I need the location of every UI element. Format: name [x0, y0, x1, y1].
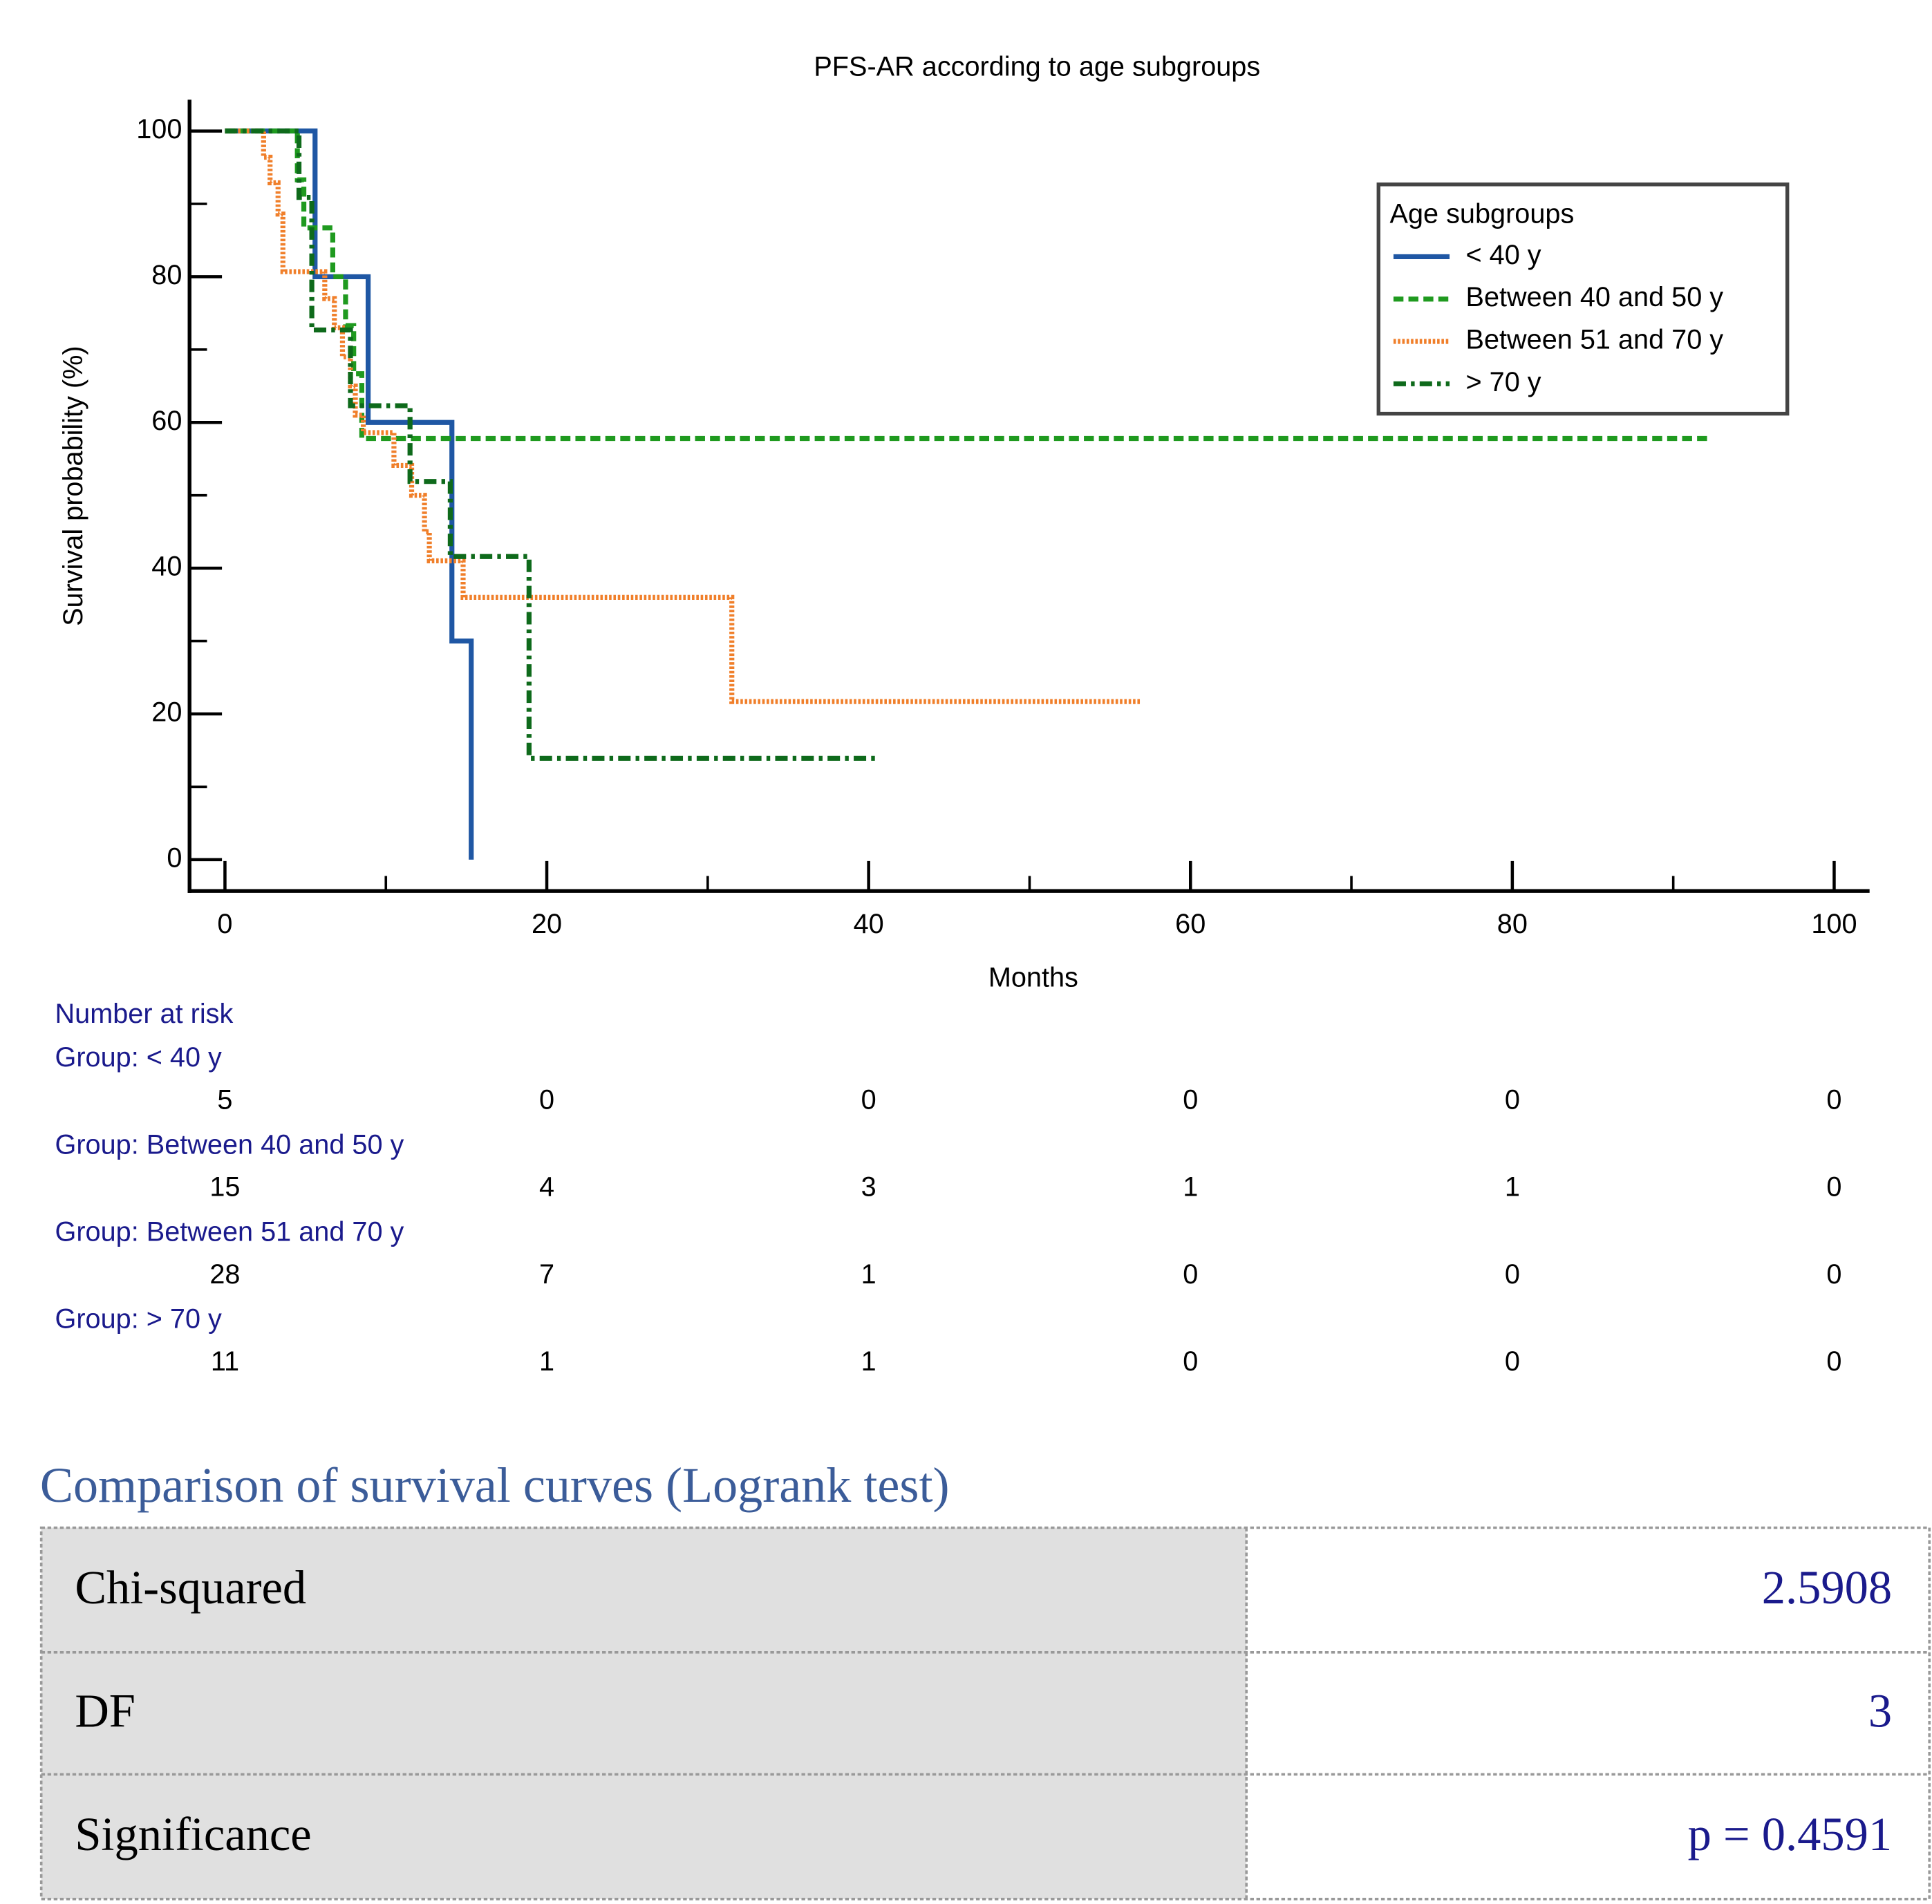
risk-group-label: Group: > 70 y [55, 1304, 222, 1335]
risk-count: 1 [861, 1259, 876, 1290]
risk-count: 0 [1826, 1259, 1841, 1290]
survival-curve [225, 128, 474, 860]
x-tick-label: 100 [1811, 909, 1857, 939]
legend-label: Between 40 and 50 y [1466, 282, 1724, 312]
risk-count: 0 [1183, 1346, 1198, 1377]
legend-title: Age subgroups [1390, 198, 1575, 229]
risk-group-label: Group: Between 51 and 70 y [55, 1216, 404, 1247]
y-tick-label: 100 [136, 114, 182, 144]
x-tick-label: 40 [854, 909, 884, 939]
risk-count: 5 [217, 1084, 232, 1115]
stat-label: Significance [75, 1808, 311, 1860]
risk-count: 1 [1505, 1172, 1520, 1203]
stat-value: 3 [1868, 1684, 1892, 1737]
legend-label: < 40 y [1466, 240, 1541, 270]
x-tick-label: 80 [1497, 909, 1528, 939]
risk-count: 0 [539, 1084, 554, 1115]
risk-count: 15 [209, 1172, 240, 1203]
risk-count: 1 [861, 1346, 876, 1377]
y-tick-label: 60 [151, 406, 182, 436]
risk-count: 4 [539, 1172, 554, 1203]
stat-label: DF [75, 1684, 135, 1737]
label-column [41, 1527, 1247, 1899]
legend-label: Between 51 and 70 y [1466, 325, 1724, 355]
y-tick-label: 80 [151, 260, 182, 290]
risk-count: 0 [1505, 1259, 1520, 1290]
chart-title: PFS-AR according to age subgroups [814, 52, 1260, 82]
risk-count: 0 [1505, 1084, 1520, 1115]
risk-count: 0 [1183, 1259, 1198, 1290]
risk-title: Number at risk [55, 999, 233, 1029]
risk-group-label: Group: Between 40 and 50 y [55, 1129, 404, 1160]
risk-count: 0 [1826, 1084, 1841, 1115]
risk-count: 0 [1183, 1084, 1198, 1115]
risk-count: 28 [209, 1259, 240, 1290]
risk-count: 0 [861, 1084, 876, 1115]
risk-count: 1 [539, 1346, 554, 1377]
risk-count: 1 [1183, 1172, 1198, 1203]
risk-group-label: Group: < 40 y [55, 1042, 222, 1073]
stat-value: 2.5908 [1762, 1561, 1892, 1614]
risk-count: 3 [861, 1172, 876, 1203]
x-tick-label: 20 [532, 909, 562, 939]
risk-count: 7 [539, 1259, 554, 1290]
x-tick-label: 60 [1175, 909, 1206, 939]
y-tick-label: 0 [167, 842, 182, 873]
risk-count: 0 [1505, 1346, 1520, 1377]
table-border [39, 1526, 1931, 1901]
y-tick-label: 40 [151, 552, 182, 582]
survival-curve [225, 128, 879, 761]
survival-curve [225, 128, 1141, 704]
risk-count: 0 [1826, 1346, 1841, 1377]
y-axis-label: Survival probability (%) [58, 346, 88, 626]
risk-count: 11 [211, 1346, 239, 1377]
risk-count: 0 [1826, 1172, 1841, 1203]
stat-value: p = 0.4591 [1688, 1808, 1893, 1860]
x-tick-label: 0 [217, 909, 232, 939]
legend-label: > 70 y [1466, 367, 1541, 397]
stat-label: Chi-squared [75, 1561, 306, 1614]
y-tick-label: 20 [151, 697, 182, 727]
logrank-title: Comparison of survival curves (Logrank t… [40, 1458, 950, 1513]
x-axis-label: Months [988, 963, 1078, 993]
